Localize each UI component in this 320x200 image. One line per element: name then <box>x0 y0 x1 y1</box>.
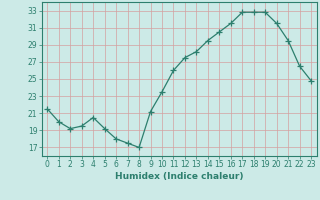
X-axis label: Humidex (Indice chaleur): Humidex (Indice chaleur) <box>115 172 244 181</box>
